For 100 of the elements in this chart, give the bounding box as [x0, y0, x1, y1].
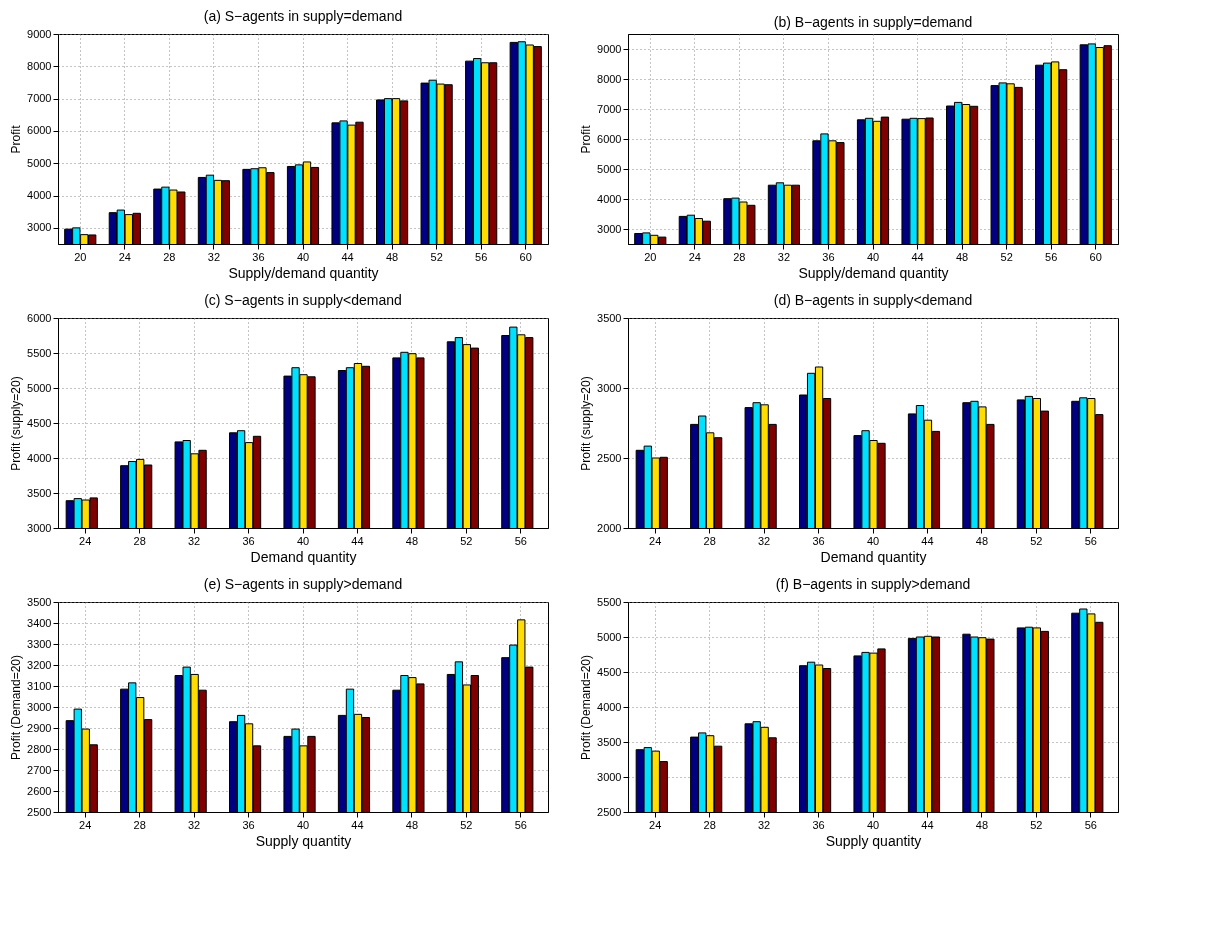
y-tick-label: 4000 — [597, 192, 622, 205]
y-tick-label: 3500 — [27, 486, 52, 499]
x-tick-label: 36 — [242, 534, 255, 547]
x-tick-label: 56 — [514, 534, 527, 547]
x-tick-label: 52 — [1030, 818, 1043, 831]
x-tick-label: 36 — [812, 818, 825, 831]
x-tick-label: 44 — [921, 818, 934, 831]
x-tick-label: 52 — [460, 818, 473, 831]
y-tick-label: 7000 — [27, 92, 52, 105]
y-axis-title: Profit — [579, 124, 594, 154]
x-tick-label: 36 — [242, 818, 255, 831]
y-tick-label: 4500 — [27, 416, 52, 429]
y-tick-label: 2000 — [597, 521, 622, 534]
y-tick-label: 6000 — [597, 132, 622, 145]
x-tick-label: 40 — [866, 534, 880, 547]
x-tick-label: 28 — [703, 818, 716, 831]
x-tick-label: 56 — [1084, 818, 1097, 831]
y-axis-title: Profit (supply=20) — [579, 376, 594, 471]
y-tick-label: 5000 — [27, 381, 52, 394]
y-axis-title: Profit (Demand=20) — [9, 654, 24, 761]
x-tick-label: 56 — [1084, 534, 1097, 547]
y-tick-label: 6000 — [27, 124, 52, 137]
x-tick-label: 24 — [118, 250, 131, 263]
x-tick-label: 28 — [703, 534, 716, 547]
x-tick-label: 36 — [252, 250, 265, 263]
y-tick-label: 6000 — [27, 311, 52, 324]
x-tick-label: 40 — [866, 818, 880, 831]
y-tick-label: 2800 — [27, 742, 52, 755]
x-tick-label: 56 — [1045, 250, 1058, 263]
x-tick-label: 52 — [430, 250, 443, 263]
chart-title: (a) S−agents in supply=demand — [203, 8, 403, 24]
x-tick-label: 40 — [866, 250, 880, 263]
x-tick-label: 28 — [133, 818, 146, 831]
x-tick-label: 32 — [757, 534, 771, 547]
y-tick-label: 3500 — [27, 595, 52, 608]
x-tick-label: 40 — [296, 818, 310, 831]
y-tick-label: 3500 — [597, 735, 622, 748]
y-axis-title: Profit (Demand=20) — [579, 654, 594, 761]
x-tick-label: 32 — [207, 250, 221, 263]
x-tick-label: 60 — [519, 250, 532, 263]
x-axis-title: Supply/demand quantity — [798, 264, 949, 281]
x-tick-label: 48 — [975, 818, 989, 831]
y-tick-label: 2500 — [597, 451, 622, 464]
x-tick-label: 44 — [921, 534, 934, 547]
y-tick-label: 9000 — [597, 42, 622, 55]
x-tick-label: 56 — [514, 818, 527, 831]
y-tick-label: 3000 — [27, 521, 52, 534]
y-tick-label: 8000 — [597, 72, 622, 85]
x-tick-label: 36 — [812, 534, 825, 547]
y-tick-label: 3400 — [27, 616, 52, 629]
x-tick-label: 60 — [1089, 250, 1102, 263]
x-tick-label: 44 — [341, 250, 354, 263]
x-tick-label: 52 — [1030, 534, 1043, 547]
x-tick-label: 24 — [79, 818, 92, 831]
x-tick-label: 36 — [822, 250, 835, 263]
x-tick-label: 48 — [405, 534, 419, 547]
x-tick-label: 56 — [475, 250, 488, 263]
y-tick-label: 3200 — [27, 658, 52, 671]
x-axis-title: Supply quantity — [255, 832, 352, 849]
x-tick-label: 24 — [649, 534, 662, 547]
y-tick-label: 3000 — [597, 222, 622, 235]
y-tick-label: 2500 — [27, 805, 52, 818]
x-tick-label: 40 — [296, 534, 310, 547]
chart-title: (f) B−agents in supply>demand — [775, 576, 971, 592]
x-tick-label: 32 — [777, 250, 791, 263]
y-tick-label: 5000 — [597, 630, 622, 643]
y-tick-label: 3500 — [597, 311, 622, 324]
x-tick-label: 44 — [351, 534, 364, 547]
y-tick-label: 7000 — [597, 102, 622, 115]
x-tick-label: 28 — [733, 250, 746, 263]
x-tick-label: 28 — [133, 534, 146, 547]
x-axis-title: Demand quantity — [820, 548, 927, 565]
x-tick-label: 48 — [955, 250, 969, 263]
x-tick-label: 32 — [187, 818, 201, 831]
chart-title: (c) S−agents in supply<demand — [204, 292, 402, 308]
y-tick-label: 5500 — [597, 595, 622, 608]
x-tick-label: 52 — [460, 534, 473, 547]
y-tick-label: 4000 — [597, 700, 622, 713]
y-tick-label: 3100 — [27, 679, 52, 692]
y-tick-label: 3000 — [27, 700, 52, 713]
x-tick-label: 48 — [405, 818, 419, 831]
y-tick-label: 2500 — [597, 805, 622, 818]
y-axis-title: Profit (supply=20) — [9, 376, 24, 471]
x-tick-label: 32 — [757, 818, 771, 831]
y-tick-label: 4000 — [27, 451, 52, 464]
y-tick-label: 4500 — [597, 665, 622, 678]
x-tick-label: 24 — [688, 250, 701, 263]
x-tick-label: 40 — [296, 250, 310, 263]
y-tick-label: 5000 — [27, 156, 52, 169]
x-tick-label: 32 — [187, 534, 201, 547]
x-axis-title: Supply quantity — [825, 832, 922, 849]
x-tick-label: 24 — [79, 534, 92, 547]
x-tick-label: 48 — [975, 534, 989, 547]
y-tick-label: 2700 — [27, 763, 52, 776]
chart-title: (e) S−agents in supply>demand — [203, 576, 403, 592]
y-axis-title: Profit — [9, 124, 24, 154]
x-tick-label: 24 — [649, 818, 662, 831]
y-tick-label: 3000 — [27, 221, 52, 234]
x-tick-label: 44 — [351, 818, 364, 831]
y-tick-label: 5500 — [27, 346, 52, 359]
